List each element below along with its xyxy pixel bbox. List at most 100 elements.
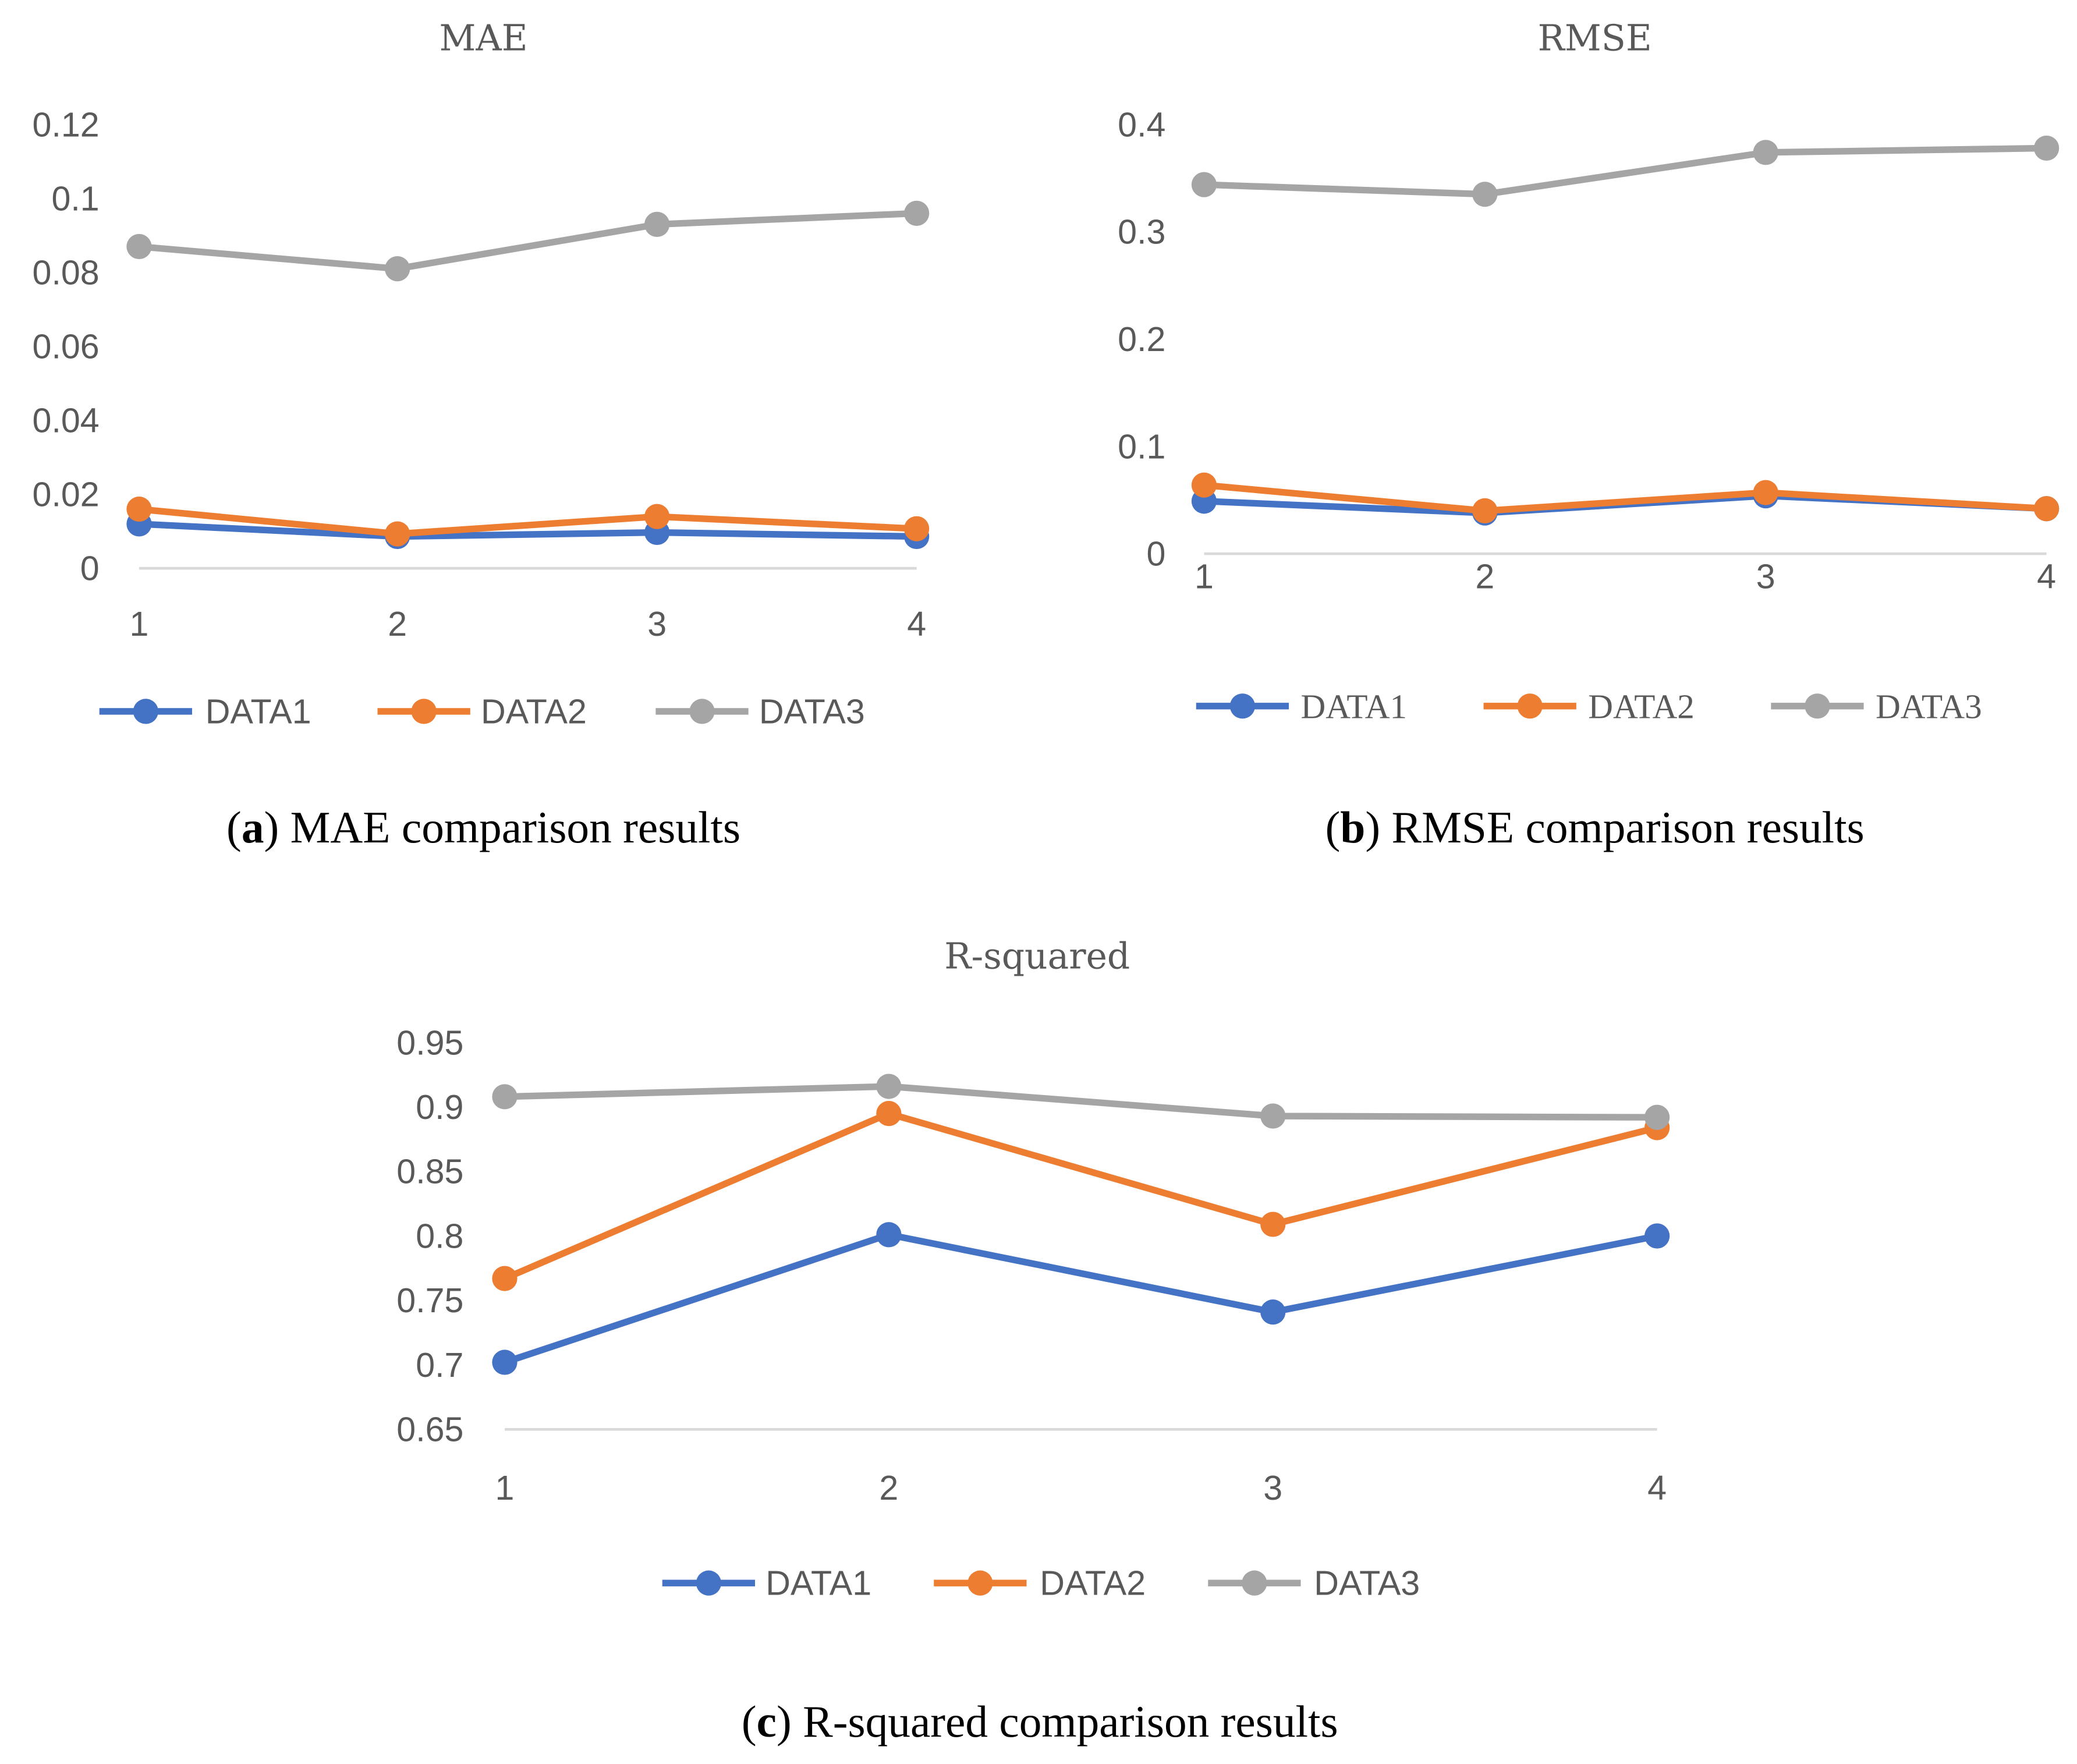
legend-label: DATA3 <box>1876 687 1982 725</box>
caption-letter: c <box>757 1696 777 1747</box>
legend-marker-data3 <box>1242 1570 1267 1596</box>
y-tick-label: 0.2 <box>1118 320 1165 359</box>
y-tick-label: 0.8 <box>416 1216 463 1255</box>
x-tick-label: 3 <box>1756 557 1775 596</box>
series-line-data1 <box>139 520 917 540</box>
caption-letter: b <box>1340 802 1365 852</box>
legend-marker-data2 <box>1517 693 1543 719</box>
figure-caption: (c) R-squared comparison results <box>742 1696 1338 1747</box>
legend-marker-data1 <box>1229 693 1256 719</box>
data-point-data1 <box>1644 1223 1670 1249</box>
y-tick-label: 0.04 <box>33 401 100 440</box>
x-tick-label: 3 <box>1263 1468 1282 1507</box>
y-tick-label: 0.08 <box>33 253 100 292</box>
x-tick-label: 2 <box>879 1468 898 1507</box>
figure-caption: (b) RMSE comparison results <box>1325 802 1865 852</box>
legend-marker-data1 <box>696 1570 722 1596</box>
data-point-data2 <box>492 1266 518 1291</box>
legend-marker-data2 <box>967 1570 993 1596</box>
data-point-data3 <box>1472 182 1498 207</box>
series-line-data1 <box>504 1231 1658 1366</box>
data-point-data3 <box>126 233 152 260</box>
x-tick-label: 3 <box>647 604 667 643</box>
data-point-data2 <box>1472 498 1498 524</box>
x-tick-label: 2 <box>1475 557 1494 596</box>
data-point-data1 <box>492 1349 518 1375</box>
data-point-data2 <box>2034 496 2060 522</box>
legend-label: DATA1 <box>205 692 311 731</box>
y-tick-label: 0.85 <box>396 1152 463 1191</box>
series-line-data2 <box>503 1110 1658 1282</box>
chart-title: R-squared <box>944 936 1130 977</box>
caption-paren: ( <box>742 1696 757 1747</box>
y-tick-label: 0.95 <box>396 1023 463 1062</box>
x-tick-label: 1 <box>1195 557 1214 596</box>
legend-label: DATA2 <box>481 692 587 731</box>
y-tick-label: 0.02 <box>33 475 100 514</box>
y-tick-label: 0 <box>1147 534 1166 573</box>
x-tick-label: 4 <box>907 604 926 643</box>
caption-text: RMSE comparison results <box>1380 802 1865 852</box>
y-tick-label: 0.1 <box>1118 427 1165 466</box>
legend-marker-data3 <box>1805 693 1830 719</box>
data-point-data3 <box>385 256 410 282</box>
data-point-data3 <box>1191 172 1217 197</box>
data-point-data2 <box>1191 472 1217 498</box>
data-point-data3 <box>1260 1103 1286 1129</box>
legend-label: DATA2 <box>1588 687 1695 725</box>
caption-letter: a <box>242 802 264 852</box>
data-point-data2 <box>126 496 152 522</box>
y-tick-label: 0 <box>80 549 100 588</box>
chart-title: RMSE <box>1538 17 1652 59</box>
legend-label: DATA1 <box>765 1564 871 1603</box>
legend-label: DATA3 <box>759 692 865 731</box>
caption-paren: ) <box>264 802 279 852</box>
data-point-data3 <box>2034 135 2060 161</box>
series-line-data3 <box>504 1083 1657 1121</box>
data-point-data2 <box>1753 480 1778 505</box>
y-tick-label: 0.75 <box>396 1281 463 1320</box>
legend-label: DATA3 <box>1314 1564 1420 1603</box>
data-point-data2 <box>1260 1212 1286 1237</box>
legend-label: DATA2 <box>1040 1564 1146 1603</box>
y-tick-label: 0.65 <box>396 1410 463 1449</box>
data-point-data2 <box>876 1100 902 1127</box>
caption-paren: ( <box>226 802 242 852</box>
y-tick-label: 0.4 <box>1118 105 1165 144</box>
x-tick-label: 1 <box>130 604 149 643</box>
data-point-data3 <box>492 1084 518 1110</box>
chart-2: RMSE 0 0.1 0.2 0.3 0.4 1 2 3 4 DATA1 DATA2 DATA3 (b) … <box>1118 17 2060 852</box>
chart-3: R-squared 0.65 0.7 0.75 0.8 0.85 0.9 0.95 1 2 3 4 DA… <box>396 936 1670 1747</box>
y-tick-label: 0.1 <box>51 179 99 218</box>
legend-marker-data2 <box>411 699 437 724</box>
y-tick-label: 0.9 <box>416 1088 463 1127</box>
series-line-data2 <box>139 505 917 537</box>
x-tick-label: 4 <box>1647 1468 1667 1507</box>
data-point-data3 <box>1644 1104 1670 1130</box>
x-tick-label: 1 <box>495 1468 515 1507</box>
legend-marker-data3 <box>689 699 715 724</box>
legend-marker-data1 <box>133 699 158 724</box>
caption-text: MAE comparison results <box>279 802 740 852</box>
chart-1: MAE 0 0.02 0.04 0.06 0.08 0.1 0.12 1 2 3 4 DATA1 DATA… <box>33 17 930 852</box>
y-tick-label: 0.3 <box>1118 212 1165 252</box>
y-tick-label: 0.12 <box>33 105 100 144</box>
data-point-data2 <box>385 521 410 547</box>
caption-paren: ) <box>777 1696 792 1747</box>
x-tick-label: 4 <box>2037 557 2056 596</box>
y-tick-label: 0.7 <box>416 1345 463 1384</box>
series-line-data3 <box>139 210 917 272</box>
data-point-data3 <box>876 1074 902 1099</box>
data-point-data1 <box>1260 1299 1286 1325</box>
chart-title: MAE <box>439 17 528 59</box>
figure-caption: (a) MAE comparison results <box>226 802 740 852</box>
data-point-data3 <box>904 200 930 226</box>
data-point-data3 <box>1753 140 1778 165</box>
series-line-data3 <box>1204 144 2047 198</box>
data-point-data2 <box>904 516 930 541</box>
caption-text: R-squared comparison results <box>792 1696 1338 1747</box>
y-tick-label: 0.06 <box>33 327 100 366</box>
legend-label: DATA1 <box>1301 687 1408 725</box>
